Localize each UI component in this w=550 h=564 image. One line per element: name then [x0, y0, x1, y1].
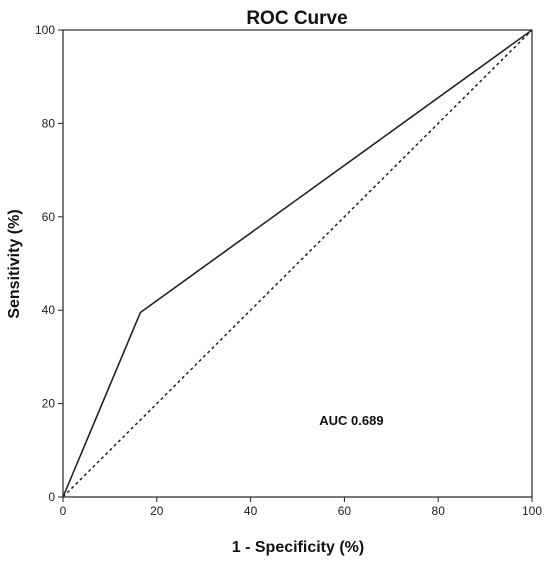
x-tick-label: 60: [338, 504, 352, 518]
roc-curve-line: [62, 29, 533, 498]
plot-frame: [62, 29, 533, 498]
x-tick-label: 100: [522, 504, 542, 518]
y-axis: 0 20 40 60 80 100: [35, 23, 63, 504]
y-tick-label: 40: [42, 303, 56, 317]
x-axis-title: 1 - Specificity (%): [232, 539, 364, 556]
y-tick-label: 60: [42, 210, 56, 224]
y-tick-label: 100: [35, 23, 55, 37]
chart-title: ROC Curve: [246, 8, 347, 29]
y-axis-title: Sensitivity (%): [6, 209, 23, 318]
x-tick-label: 80: [432, 504, 446, 518]
auc-annotation: AUC 0.689: [319, 413, 383, 428]
annotation-layer: AUC 0.689: [319, 413, 383, 428]
reference-diagonal-line: [62, 29, 533, 498]
y-tick-label: 0: [48, 490, 55, 504]
x-tick-label: 0: [60, 504, 67, 518]
x-tick-label: 40: [244, 504, 258, 518]
x-axis: 0 20 40 60 80 100: [60, 497, 542, 518]
y-tick-label: 80: [42, 116, 56, 130]
series-layer: [62, 29, 533, 498]
y-tick-label: 20: [42, 397, 56, 411]
x-tick-label: 20: [150, 504, 164, 518]
